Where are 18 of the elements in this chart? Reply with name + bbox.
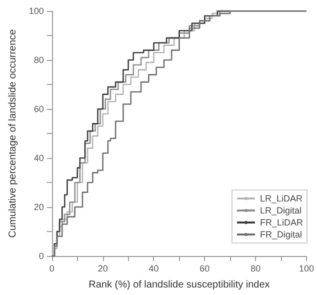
x-tick-label: 0: [49, 264, 54, 274]
x-tick-label: 20: [98, 264, 108, 274]
y-tick-label: 40: [34, 153, 44, 163]
legend-label: LR_LiDAR: [260, 194, 304, 204]
x-tick-label: 40: [148, 264, 159, 274]
x-tick-label: 60: [200, 264, 210, 274]
y-tick-label: 60: [34, 104, 44, 114]
y-tick-label: 20: [34, 202, 44, 212]
y-axis-title: Cumulative percentage of landslide occurrence: [8, 28, 18, 238]
legend-label: LR_Digital: [260, 206, 302, 216]
y-tick-label: 0: [38, 251, 44, 261]
legend-label: FR_Digital: [260, 230, 302, 240]
x-tick-label: 100: [298, 264, 314, 274]
legend-label: FR_LiDAR: [260, 218, 304, 228]
x-tick-label: 80: [250, 264, 261, 274]
x-axis-title: Rank (%) of landslide susceptibility index: [88, 280, 270, 290]
y-tick-label: 80: [34, 55, 44, 65]
y-tick-label: 100: [28, 6, 44, 16]
